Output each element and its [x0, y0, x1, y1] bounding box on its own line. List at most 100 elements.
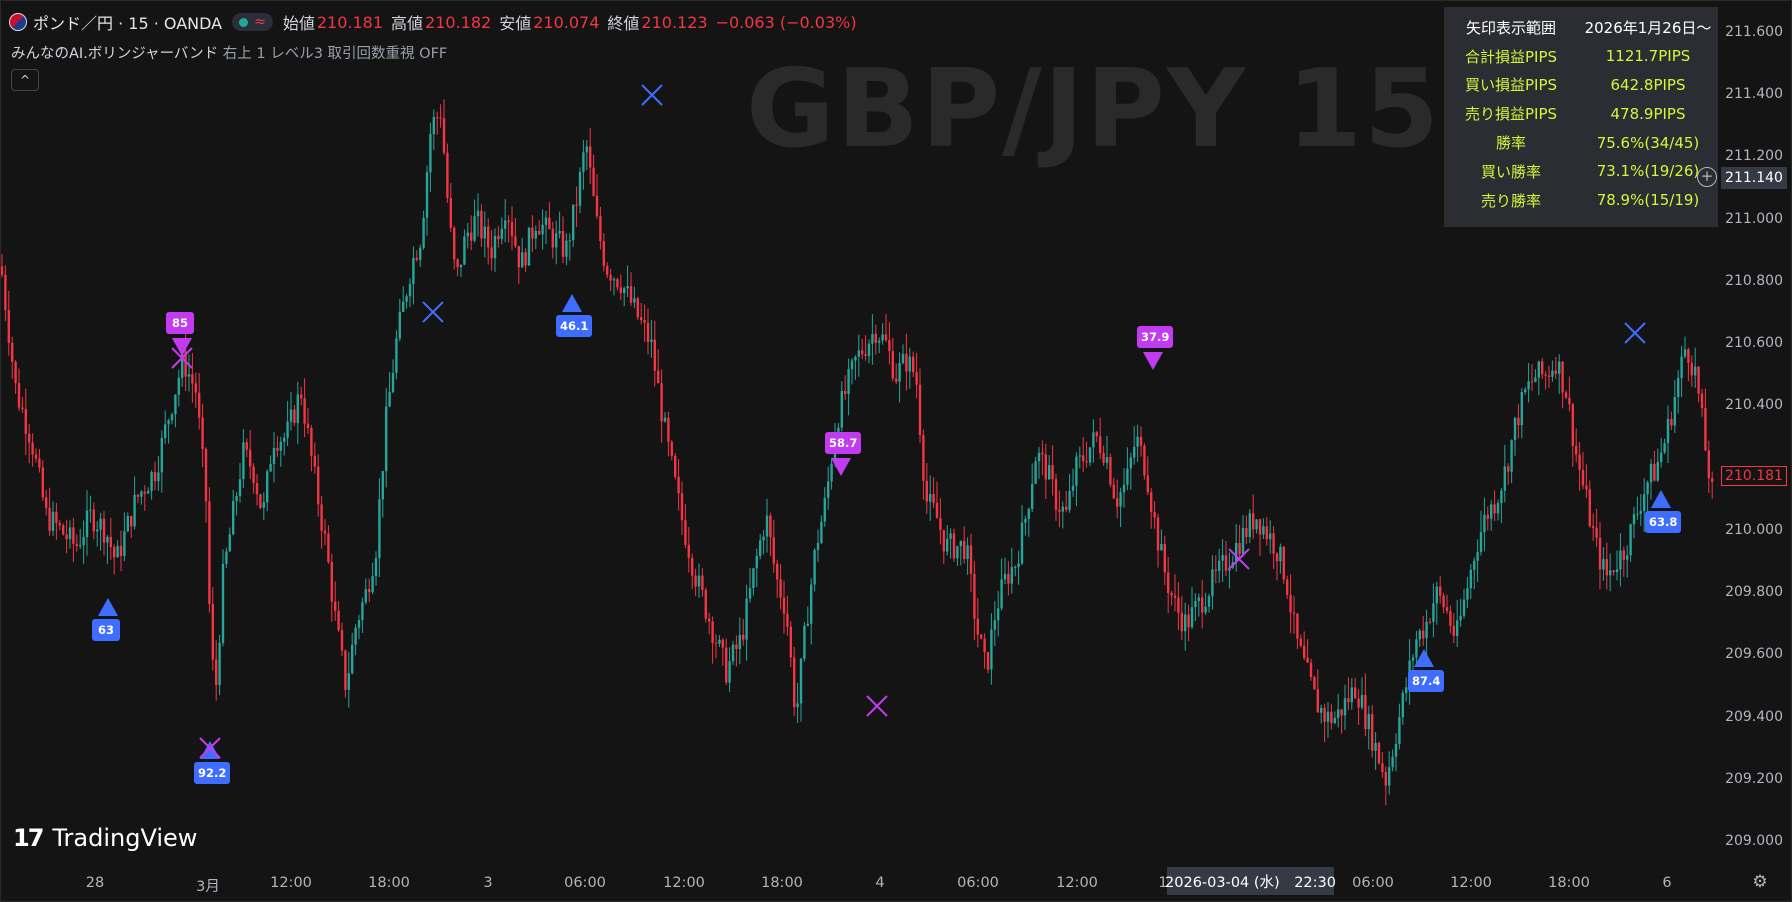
candle-body	[1510, 440, 1513, 472]
candle-body	[266, 471, 269, 503]
candle-body	[493, 235, 497, 259]
candle-body	[589, 146, 592, 168]
candle-body	[1333, 717, 1336, 723]
candle-body	[708, 618, 711, 622]
buy-arrow	[98, 598, 118, 616]
candle-body	[521, 252, 524, 268]
candle-body	[1099, 436, 1102, 453]
candle-body	[96, 529, 99, 532]
candle-body	[1279, 546, 1282, 562]
time-tick-label: 12:00	[663, 875, 705, 891]
candle-body	[514, 236, 517, 247]
candle-body	[276, 447, 279, 451]
candle-body	[378, 499, 381, 558]
candle-body	[629, 286, 633, 303]
candle-body	[595, 195, 599, 217]
time-axis[interactable]: 28 3月 12:00 18:00 3 06:00 12:00 18:00 4 06:00 12:0…	[1, 867, 1719, 897]
time-tick-label: 12:00	[1450, 875, 1492, 891]
candle-body	[959, 540, 962, 547]
candle-body	[1051, 465, 1054, 480]
candle-body	[1578, 454, 1581, 470]
candle-body	[1204, 606, 1207, 613]
stats-label: 合計損益PIPS	[1464, 47, 1558, 66]
candle-body	[1000, 579, 1003, 609]
market-status-badge[interactable]: ≈	[232, 13, 273, 31]
candle-body	[1190, 607, 1194, 628]
collapse-legend-button[interactable]: ^	[11, 69, 39, 91]
time-tick-label: 12:00	[270, 875, 312, 891]
settings-gear-icon[interactable]: ⚙	[1752, 872, 1768, 892]
candle-body	[28, 433, 31, 443]
candle-body	[908, 356, 911, 372]
candle-body	[949, 533, 952, 539]
candle-body	[1194, 601, 1197, 608]
candle-body	[1456, 620, 1459, 636]
candle-body	[442, 118, 446, 153]
candle-body	[177, 377, 180, 395]
candle-body	[1422, 630, 1425, 639]
candle-body	[969, 545, 973, 574]
candle-body	[1466, 588, 1469, 600]
candle-body	[1163, 543, 1166, 573]
symbol-title[interactable]: ポンド／円 · 15 · OANDA	[33, 14, 223, 33]
price-tick-label: 210.800	[1725, 272, 1783, 289]
candle-body	[510, 221, 514, 237]
candle-body	[861, 350, 864, 355]
candle-body	[827, 481, 830, 498]
candle-body	[1320, 707, 1323, 713]
candle-body	[340, 630, 344, 651]
candle-body	[1585, 485, 1588, 490]
candle-body	[1153, 511, 1156, 518]
candle-body	[1221, 555, 1224, 561]
price-tick-label: 211.400	[1725, 86, 1783, 103]
indicator-legend[interactable]: みんなのAI.ボリンジャーバンド 右上 1 レベル3 取引回数重視 OFF	[11, 42, 447, 63]
candle-body	[136, 494, 140, 497]
candle-body	[323, 530, 327, 534]
candle-body	[1262, 526, 1265, 535]
candle-body	[1394, 743, 1398, 757]
candle-body	[677, 476, 680, 494]
candle-body	[799, 658, 803, 704]
candle-body	[1184, 614, 1187, 632]
candle-body	[548, 217, 551, 229]
candle-body	[58, 523, 61, 526]
candle-body	[1700, 393, 1704, 408]
market-open-dot-icon	[239, 17, 249, 27]
close-label: 終値	[607, 14, 640, 33]
candle-body	[1690, 363, 1693, 376]
candle-body	[714, 643, 718, 645]
candle-body	[565, 240, 568, 257]
candle-body	[1343, 698, 1347, 716]
candle-body	[82, 537, 85, 546]
candle-body	[1425, 621, 1428, 639]
candle-body	[1588, 489, 1591, 527]
candlestick-chart[interactable]	[1, 1, 1719, 867]
price-tick-label: 210.400	[1725, 397, 1783, 414]
candle-body	[759, 540, 762, 556]
candle-body	[1286, 579, 1289, 595]
candle-body	[1031, 483, 1034, 509]
candle-body	[1418, 630, 1421, 640]
indicator-name[interactable]: みんなのAI.ボリンジャーバンド	[11, 46, 219, 62]
add-plus-icon[interactable]: +	[1697, 167, 1717, 187]
candle-body	[330, 561, 333, 602]
wave-icon: ≈	[254, 14, 266, 30]
candle-body	[1476, 552, 1479, 561]
tradingview-logo[interactable]: 17 TradingView	[13, 824, 197, 852]
candle-body	[1653, 463, 1656, 481]
candle-body	[867, 343, 871, 356]
candle-body	[538, 230, 541, 235]
price-axis[interactable]: 211.600 211.400 211.200 211.000 210.800 210.6…	[1719, 1, 1792, 871]
crosshair-price-label: 211.140	[1721, 167, 1787, 189]
candle-body	[687, 544, 690, 558]
candle-body	[1551, 370, 1554, 377]
candle-body	[1078, 455, 1081, 457]
sell-signal-label: 37.9	[1137, 326, 1174, 348]
candle-body	[1272, 533, 1275, 554]
candle-body	[446, 152, 449, 199]
candle-body	[1493, 504, 1496, 514]
time-tick-label: 06:00	[564, 875, 606, 891]
candle-body	[901, 353, 905, 364]
candle-body	[966, 545, 969, 560]
candle-body	[1381, 763, 1384, 773]
